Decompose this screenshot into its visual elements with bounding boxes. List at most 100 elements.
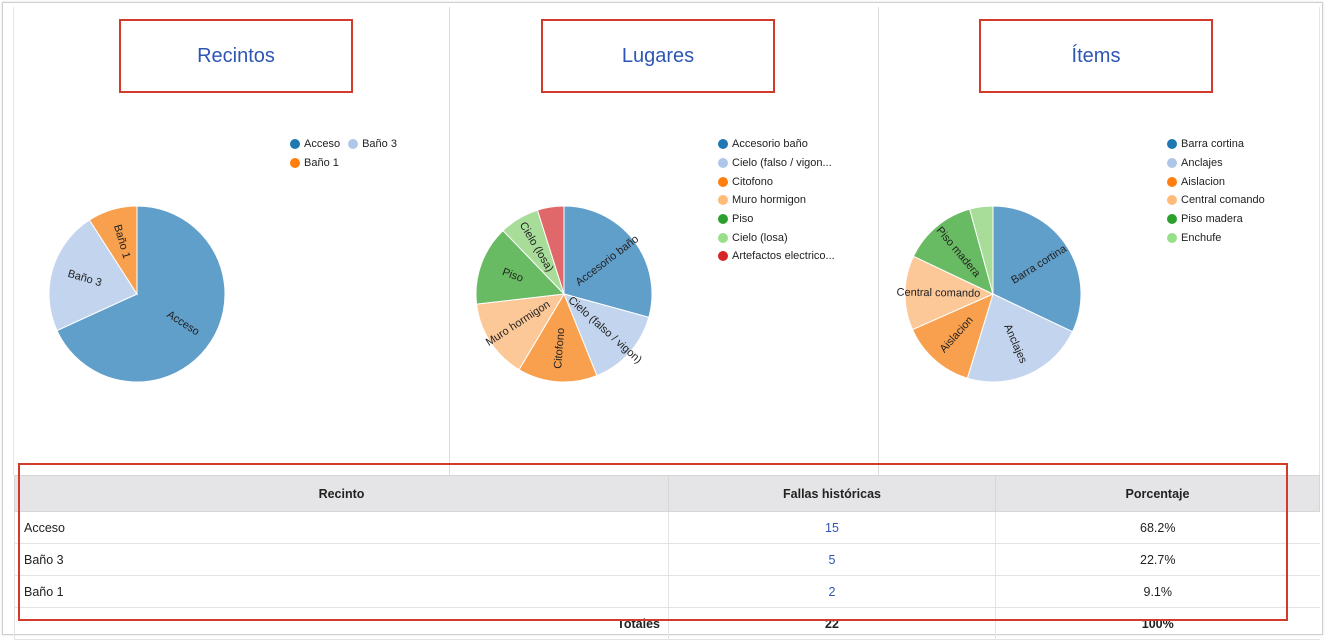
- panel-items: Ítems Barra cortina Anclajes Aislacion Cent…: [879, 7, 1320, 475]
- pie-slice-items-3[interactable]: [904, 255, 995, 331]
- legend-label: Barra cortina: [1181, 138, 1244, 151]
- legend-label: Artefactos electrico...: [732, 250, 835, 263]
- pie-slice-recintos-2[interactable]: [88, 205, 138, 296]
- legend-item[interactable]: Anclajes: [1167, 154, 1317, 173]
- pie-slice-lugares-3[interactable]: [476, 293, 565, 371]
- pie-slice-recintos-1[interactable]: [48, 219, 138, 332]
- cell-fallas-link[interactable]: 2: [668, 575, 996, 608]
- pie-slice-items-4[interactable]: [912, 208, 994, 295]
- items-title: Ítems: [1071, 44, 1121, 67]
- legend-item[interactable]: Muro hormigon: [718, 191, 868, 210]
- legend-swatch: [1167, 176, 1177, 187]
- legend-label: Anclajes: [1181, 157, 1223, 170]
- panel-lugares: Lugares Accesorio baño Cielo (falso / vig…: [449, 7, 879, 475]
- legend-swatch: [718, 176, 728, 187]
- legend-item[interactable]: Cielo (falso / vigon...: [718, 154, 868, 173]
- legend-item[interactable]: Baño 1: [290, 154, 339, 173]
- legend-swatch: [290, 158, 300, 169]
- legend-item[interactable]: Citofono: [718, 172, 868, 191]
- pie-label-lugares-2: Citofono: [552, 328, 567, 370]
- legend-swatch: [1167, 232, 1177, 243]
- cell-porcentaje: 22.7%: [995, 543, 1320, 576]
- pie-slice-lugares-0[interactable]: [563, 205, 653, 318]
- header-fallas[interactable]: Fallas históricas: [668, 475, 996, 512]
- totals-porcentaje: 100%: [995, 607, 1320, 640]
- pie-slice-items-2[interactable]: [911, 293, 994, 379]
- header-recinto[interactable]: Recinto: [14, 475, 669, 512]
- table-row: Baño 1 2 9.1%: [14, 575, 1320, 608]
- pie-slice-lugares-4[interactable]: [475, 229, 566, 305]
- pie-slice-lugares-2[interactable]: [518, 292, 598, 383]
- legend-label: Cielo (falso / vigon...: [732, 157, 832, 170]
- pie-slice-recintos-0[interactable]: [56, 205, 226, 383]
- pie-slice-lugares-6[interactable]: [536, 205, 565, 295]
- legend-swatch: [718, 139, 728, 150]
- lugares-legend: Accesorio baño Cielo (falso / vigon... Cit…: [718, 135, 868, 266]
- fallas-table-container: Recinto Fallas históricas Porcentaje Acc…: [14, 475, 1320, 640]
- cell-fallas-link[interactable]: 15: [668, 511, 996, 544]
- legend-swatch: [718, 158, 728, 169]
- legend-item[interactable]: Aislacion: [1167, 172, 1317, 191]
- pie-slice-lugares-1[interactable]: [563, 293, 650, 377]
- legend-label: Acceso: [304, 138, 341, 151]
- legend-item[interactable]: Piso madera: [1167, 210, 1317, 229]
- legend-label: Piso madera: [1181, 213, 1243, 226]
- legend-swatch: [1167, 214, 1177, 225]
- legend-item[interactable]: Accesorio baño: [718, 135, 868, 154]
- legend-label: Baño 1: [304, 157, 339, 170]
- lugares-title-box: Lugares: [541, 19, 775, 93]
- fallas-table: Recinto Fallas históricas Porcentaje Acc…: [14, 475, 1320, 640]
- legend-swatch: [1167, 139, 1177, 150]
- legend-label: Citofono: [732, 175, 773, 188]
- legend-item[interactable]: Acceso: [290, 135, 340, 154]
- legend-label: Piso: [732, 213, 754, 226]
- recintos-title: Recintos: [197, 44, 275, 67]
- cell-fallas-link[interactable]: 5: [668, 543, 996, 576]
- totals-row: Totales 22 100%: [14, 607, 1320, 640]
- legend-swatch: [718, 251, 728, 262]
- legend-swatch: [1167, 158, 1177, 169]
- legend-item[interactable]: Central comando: [1167, 191, 1317, 210]
- table-row: Baño 3 5 22.7%: [14, 543, 1320, 576]
- legend-swatch: [1167, 195, 1177, 206]
- legend-label: Cielo (losa): [732, 231, 788, 244]
- legend-item[interactable]: Piso: [718, 210, 868, 229]
- legend-label: Aislacion: [1181, 175, 1226, 188]
- legend-item[interactable]: Baño 3: [348, 135, 397, 154]
- items-legend: Barra cortina Anclajes Aislacion Central co…: [1167, 135, 1317, 247]
- table-header-row: Recinto Fallas históricas Porcentaje: [14, 475, 1320, 512]
- lugares-title: Lugares: [621, 44, 695, 67]
- legend-item[interactable]: Enchufe: [1167, 228, 1317, 247]
- legend-swatch: [290, 139, 300, 150]
- legend-label: Central comando: [1181, 194, 1265, 207]
- totals-fallas: 22: [668, 607, 996, 640]
- legend-swatch: [718, 232, 728, 243]
- legend-label: Muro hormigon: [732, 194, 806, 207]
- pie-slice-items-1[interactable]: [966, 293, 1074, 383]
- legend-swatch: [348, 139, 359, 150]
- header-porcentaje[interactable]: Porcentaje: [995, 475, 1320, 512]
- cell-recinto: Acceso: [14, 511, 669, 544]
- recintos-title-box: Recintos: [119, 19, 353, 93]
- cell-recinto: Baño 3: [14, 543, 669, 576]
- cell-recinto: Baño 1: [14, 575, 669, 608]
- pie-slice-items-0[interactable]: [992, 205, 1082, 333]
- legend-label: Accesorio baño: [732, 138, 808, 151]
- legend-item[interactable]: Artefactos electrico...: [718, 247, 868, 266]
- panel-recintos: Recintos Acceso Baño 3 Baño 1 Acceso Baño 3…: [13, 7, 450, 475]
- cell-porcentaje: 68.2%: [995, 511, 1320, 544]
- legend-label: Enchufe: [1181, 231, 1222, 244]
- table-row: Acceso 15 68.2%: [14, 511, 1320, 544]
- pie-label-items-3: Central comando: [896, 287, 980, 300]
- legend-label: Baño 3: [362, 138, 397, 151]
- legend-swatch: [718, 195, 728, 206]
- legend-swatch: [718, 214, 728, 225]
- legend-item[interactable]: Barra cortina: [1167, 135, 1317, 154]
- pie-slice-items-5[interactable]: [969, 205, 994, 295]
- legend-item[interactable]: Cielo (losa): [718, 228, 868, 247]
- totals-label: Totales: [14, 607, 669, 640]
